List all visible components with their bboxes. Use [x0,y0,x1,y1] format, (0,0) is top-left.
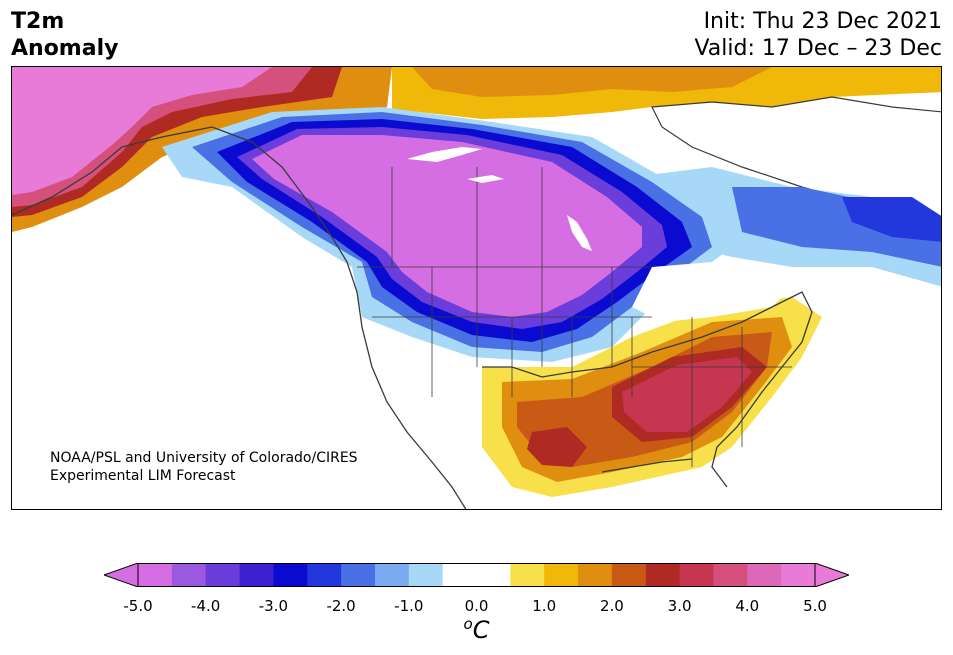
colorbar-tick-label: -3.0 [258,597,289,615]
alaska-warm-magenta [12,67,272,195]
colorbar-extend-min [104,563,139,587]
map-canvas [12,67,941,509]
colorbar-swatch [138,563,173,587]
colorbar-unit: oC [463,615,490,644]
colorbar-tick-label: 4.0 [735,597,760,615]
colorbar-tick-label: -5.0 [123,597,153,615]
valid-range: Valid: 17 Dec – 23 Dec [694,36,942,61]
colorbar-swatch [611,563,647,587]
anomaly-map: NOAA/PSL and University of Colorado/CIRE… [11,66,942,510]
great-lakes-neutral [632,262,792,322]
colorbar-extend-max [814,563,849,587]
colorbar-swatch [408,563,444,587]
colorbar-swatch [476,563,511,587]
colorbar-swatch [645,563,681,587]
title-line-2: Anomaly [11,36,119,61]
colorbar-swatch [341,563,376,587]
credit-line-1: NOAA/PSL and University of Colorado/CIRE… [50,450,358,466]
colorbar-swatch [239,563,274,587]
arctic-warm-band-dark [412,67,772,97]
colorbar-swatch [307,563,342,587]
colorbar-swatch [713,563,748,587]
colorbar-tick-label: 1.0 [532,597,557,615]
colorbar-swatch [273,563,308,587]
colorbar [104,563,849,587]
credit-text: NOAA/PSL and University of Colorado/CIRE… [50,449,358,485]
colorbar-swatch [374,563,410,587]
coastline [12,126,813,509]
texas-warm-core [527,427,587,467]
map-title: T2m Anomaly [11,8,118,62]
colorbar-swatch [747,563,782,587]
arctic-neutral [651,96,941,218]
colorbar-tick-label: 2.0 [599,597,624,615]
colorbar-swatch [679,563,714,587]
colorbar-swatch [781,563,816,587]
colorbar-tick-label: 5.0 [803,597,827,615]
southeast-warm-crimson [622,357,752,432]
lake-winnipeg [567,215,592,251]
state-borders [357,167,792,467]
colorbar-tick-label: -4.0 [191,597,221,615]
colorbar-tick-label: -2.0 [326,597,356,615]
init-date: Init: Thu 23 Dec 2021 [703,9,942,34]
colorbar-tick-label: -1.0 [394,597,424,615]
colorbar-swatch [171,563,207,587]
credit-line-2: Experimental LIM Forecast [50,468,236,484]
great-slave-lake [407,147,482,162]
colorbar-ticks: -5.0 -4.0 -3.0 -2.0 -1.0 0.0 1.0 2.0 3.0 4.0 5.0 [0,597,953,617]
east-canada-cold-deep [842,197,941,242]
colorbar-swatch [578,563,613,587]
colorbar-frame [137,563,816,587]
colorbar-tick-label: 0.0 [464,597,489,615]
lake-athabasca [467,175,504,183]
colorbar-swatch [442,563,477,587]
colorbar-swatch [510,563,545,587]
colorbar-swatch [544,563,579,587]
colorbar-tick-label: 3.0 [667,597,692,615]
cold-core [252,135,642,317]
colorbar-swatch [205,563,241,587]
forecast-info: Init: Thu 23 Dec 2021 Valid: 17 Dec – 23… [694,8,942,62]
title-line-1: T2m [11,9,65,34]
